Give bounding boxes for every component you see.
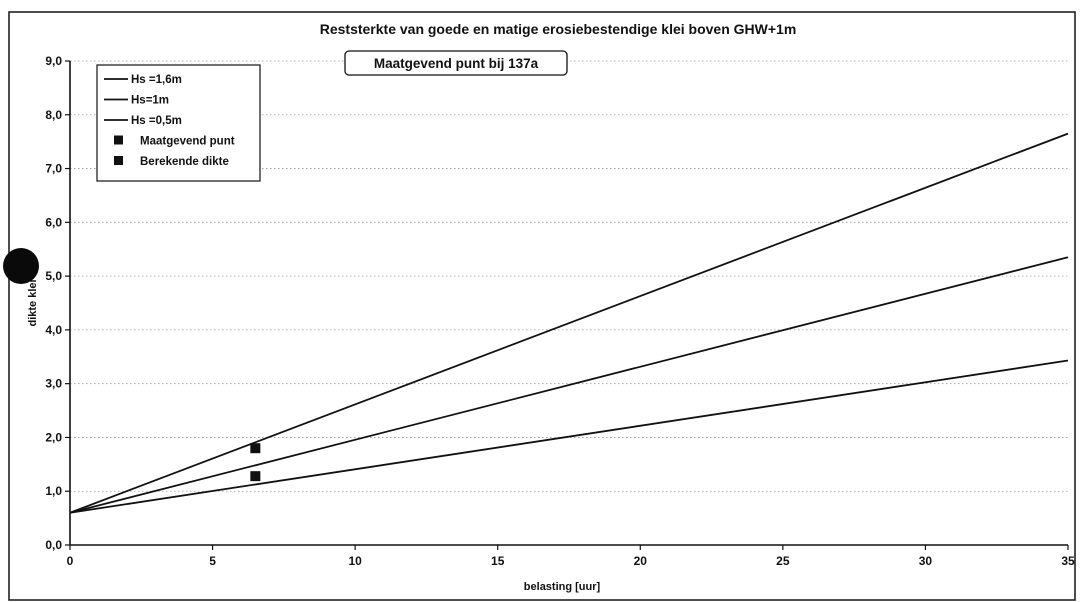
x-tick-label: 0	[67, 554, 74, 568]
chart-title: Reststerkte van goede en matige erosiebe…	[320, 21, 797, 37]
y-tick-label: 4,0	[45, 323, 62, 337]
y-tick-label: 2,0	[45, 430, 62, 444]
x-tick-label: 25	[776, 554, 790, 568]
x-tick-label: 5	[209, 554, 216, 568]
legend-box	[96, 64, 261, 182]
legend: Hs =1,6m Hs=1m Hs =0,5m Maatgevend punt Bere…	[96, 64, 261, 182]
x-tick-label: 20	[634, 554, 648, 568]
y-tick-label: 9,0	[45, 54, 62, 68]
axes: 0,0 1,0 2,0 3,0 4,0 5,0 6,0 7,0 8,0 9,0 0 5 10 15 20 25…	[45, 54, 1075, 568]
x-tick-label: 30	[919, 554, 933, 568]
y-tick-label: 8,0	[45, 108, 62, 122]
chart-frame	[8, 11, 1076, 601]
legend-marker-swatch	[114, 156, 123, 165]
legend-label: Hs=1m	[131, 95, 169, 107]
series-line	[69, 359, 1069, 514]
y-tick-label: 7,0	[45, 162, 62, 176]
x-tick-label: 15	[491, 554, 505, 568]
legend-marker-swatch	[114, 135, 123, 145]
x-tick-label: 10	[348, 554, 362, 568]
series-lines	[69, 132, 1069, 514]
y-tick-label: 6,0	[45, 215, 62, 229]
legend-label: Maatgevend punt	[140, 136, 235, 148]
annotation-text: Maatgevend punt bij 137a	[374, 56, 539, 71]
y-tick-label: 0,0	[45, 538, 62, 552]
annotation-box-frame	[344, 50, 568, 76]
series-line	[69, 256, 1069, 514]
series-line	[69, 132, 1069, 514]
legend-label: Hs =1,6m	[131, 74, 182, 86]
y-tick-label: 5,0	[45, 269, 62, 283]
x-axis-title: belasting [uur]	[524, 581, 601, 593]
y-tick-label: 1,0	[45, 484, 62, 498]
x-tick-label: 35	[1061, 554, 1075, 568]
data-marker	[250, 443, 261, 454]
legend-label: Hs =0,5m	[131, 115, 182, 127]
data-markers	[250, 443, 261, 482]
annotation-box: Maatgevend punt bij 137a	[344, 50, 568, 76]
y-tick-label: 3,0	[45, 377, 62, 391]
y-axis-title: dikte klei	[27, 279, 39, 326]
punch-hole	[3, 248, 39, 284]
legend-label: Berekende dikte	[140, 156, 229, 168]
data-marker	[250, 471, 261, 482]
